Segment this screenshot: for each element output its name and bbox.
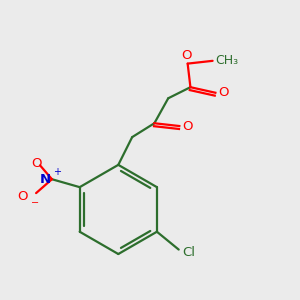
Text: O: O [182, 49, 192, 62]
Text: −: − [31, 198, 39, 208]
Text: O: O [182, 119, 193, 133]
Text: N: N [40, 173, 51, 186]
Text: CH₃: CH₃ [216, 54, 239, 67]
Text: O: O [18, 190, 28, 202]
Text: O: O [218, 86, 229, 99]
Text: +: + [53, 167, 61, 177]
Text: O: O [31, 157, 41, 170]
Text: Cl: Cl [183, 246, 196, 259]
